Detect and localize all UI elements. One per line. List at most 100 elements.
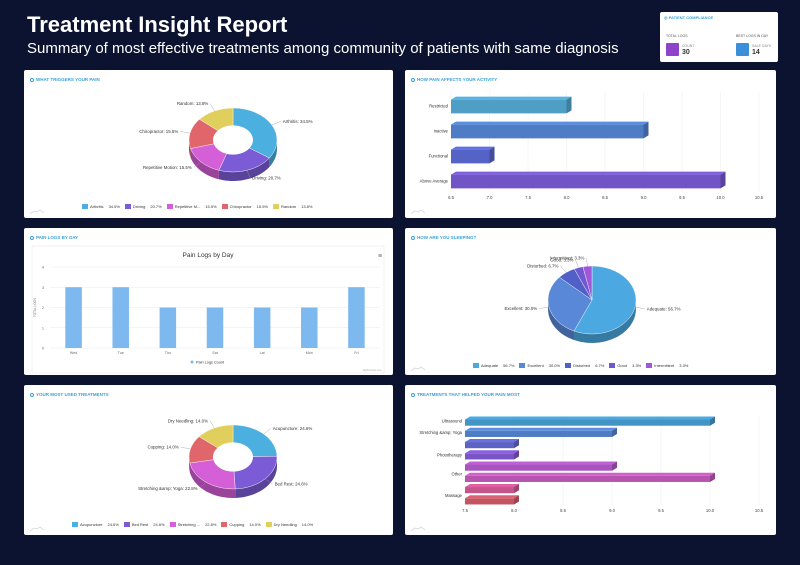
bar-top — [465, 427, 617, 431]
bar — [465, 453, 514, 460]
bar-side — [514, 495, 519, 505]
legend-label: Excellent — [527, 363, 544, 368]
x-category-label: Sat — [212, 351, 217, 355]
legend-item[interactable]: Driving 20.7% — [124, 204, 162, 209]
legend-swatch — [72, 522, 78, 527]
total-logs-sub: COUNT — [682, 44, 695, 48]
panel-triggers: WHAT TRIGGERS YOUR PAIN Arthritis: 34.5%… — [24, 70, 393, 218]
legend-item[interactable]: Intermittent 3.3% — [646, 363, 688, 368]
x-category-label: Tue — [118, 351, 124, 355]
bar — [65, 287, 82, 348]
bar-side — [710, 472, 715, 482]
pie-leader-line — [575, 259, 579, 268]
y-tick-label: 1 — [42, 326, 44, 330]
bar-top — [465, 472, 715, 476]
legend-swatch — [519, 363, 526, 368]
bar-side — [514, 484, 519, 494]
bar — [112, 287, 129, 348]
x-category-label: Lat — [260, 351, 265, 355]
panel-helped: TREATMENTS THAT HELPED YOUR PAIN MOST 7.… — [405, 385, 776, 535]
legend-value: 13.8% — [301, 204, 313, 209]
legend-swatch — [169, 522, 176, 527]
legend-swatch — [265, 522, 272, 527]
pie-data-label: Repetitive Motion: 15.5% — [143, 165, 192, 170]
x-category-label: Fri — [354, 351, 358, 355]
legend-item[interactable]: Good 3.3% — [609, 363, 641, 368]
pie-leader-line — [209, 420, 215, 429]
pie-data-label: Bed Rest: 24.6% — [275, 482, 308, 487]
chart-title: Pain Logs by Day — [183, 252, 235, 259]
bar-top — [465, 495, 519, 499]
bar — [253, 307, 271, 348]
x-tick-label: 6.5 — [448, 195, 454, 200]
panel-activity: HOW PAIN AFFECTS YOUR ACTIVITY 6.5 7.0 7.5… — [405, 70, 776, 218]
x-tick-label: 10.0 — [706, 508, 715, 513]
legend-value: 22.8% — [205, 522, 217, 527]
bar-top — [451, 146, 495, 150]
bar-top — [451, 121, 649, 125]
legend-item[interactable]: Adequate 56.7% — [473, 363, 514, 368]
legend-label: Cupping — [229, 522, 245, 527]
pie-data-label: Arthritis: 34.5% — [283, 119, 313, 124]
treatments-pie-chart: Acupuncture: 24.6% Bed Rest: 24.6% Stretch… — [138, 418, 312, 498]
legend-item[interactable]: Random 13.8% — [272, 204, 313, 209]
legend-label: Random — [280, 204, 297, 209]
x-category-label: Thu — [165, 351, 171, 355]
pie-leader-line — [271, 121, 281, 126]
legend-item[interactable]: Cupping 14.0% — [221, 522, 261, 527]
sparkline-icon — [411, 526, 425, 531]
legend-item[interactable]: Dry Needling 14.0% — [265, 522, 313, 527]
legend-item[interactable]: Arthritis 34.5% — [82, 204, 120, 209]
legend-item[interactable]: Bed Rest 24.6% — [123, 522, 165, 527]
bar — [451, 149, 490, 164]
bar — [465, 498, 514, 505]
legend-value: 56.7% — [503, 363, 515, 368]
legend-swatch — [565, 363, 572, 368]
bar-top — [451, 171, 726, 175]
x-tick-label: 8.0 — [564, 195, 570, 200]
legend-item[interactable]: Excellent 30.0% — [519, 363, 560, 368]
bar-top — [465, 461, 617, 465]
y-category-label: Above Average — [420, 179, 449, 184]
bar-side — [612, 427, 617, 437]
panel-treatments-title: YOUR MOST USED TREATMENTS — [30, 392, 109, 397]
total-logs-label: TOTAL LOGS — [666, 34, 688, 38]
legend-item[interactable]: Acupuncture 24.6% — [72, 522, 119, 527]
bar — [301, 307, 318, 348]
pie-data-label: Intermittent: 3.3% — [550, 256, 585, 261]
bar-top — [465, 416, 715, 420]
legend-swatch — [221, 204, 228, 209]
legend-item[interactable]: Chiropractor 15.5% — [221, 204, 268, 209]
pie-leader-line — [193, 161, 202, 168]
y-axis-label: TOTAL LOGS — [33, 298, 37, 318]
x-category-label: Mon — [306, 351, 313, 355]
bar — [451, 174, 721, 189]
chart-credit: Highcharts.com — [363, 368, 383, 372]
panel-treatments: YOUR MOST USED TREATMENTS Acupuncture: 2… — [24, 385, 393, 535]
bar-side — [643, 121, 649, 139]
pie-data-label: Good: 3.3% — [550, 258, 573, 263]
sparkline-icon — [30, 209, 44, 214]
pie-data-label: Disturbed: 6.7% — [527, 263, 558, 268]
legend-swatch — [609, 363, 616, 368]
legend-value: 20.7% — [150, 204, 162, 209]
legend-item[interactable]: Disturbed 6.7% — [565, 363, 604, 368]
legend-label: Stretching ... — [177, 522, 201, 527]
legend-item[interactable]: Repetitive M... 15.5% — [166, 204, 217, 209]
x-tick-label: 10.0 — [716, 195, 725, 200]
pie-leader-line — [180, 446, 191, 450]
legend-marker — [190, 360, 194, 364]
pie-leader-line — [634, 306, 645, 309]
patient-compliance-card: ◎ PATIENT COMPLIANCE TOTAL LOGS COUNT 30… — [660, 12, 778, 62]
pie-leader-line — [246, 170, 251, 179]
x-tick-label: 8.5 — [602, 195, 608, 200]
legend-swatch — [473, 363, 479, 368]
x-tick-label: 10.5 — [755, 508, 764, 513]
pie-data-label: Random: 13.8% — [177, 101, 209, 106]
x-tick-label: 9.5 — [658, 508, 664, 513]
bar-side — [489, 146, 495, 164]
pie-data-label: Chiropractor: 15.5% — [139, 129, 178, 134]
legend-label: Driving — [132, 204, 146, 209]
legend-label: Pain Logs Count — [196, 361, 225, 365]
legend-item[interactable]: Stretching ... 22.8% — [169, 522, 217, 527]
